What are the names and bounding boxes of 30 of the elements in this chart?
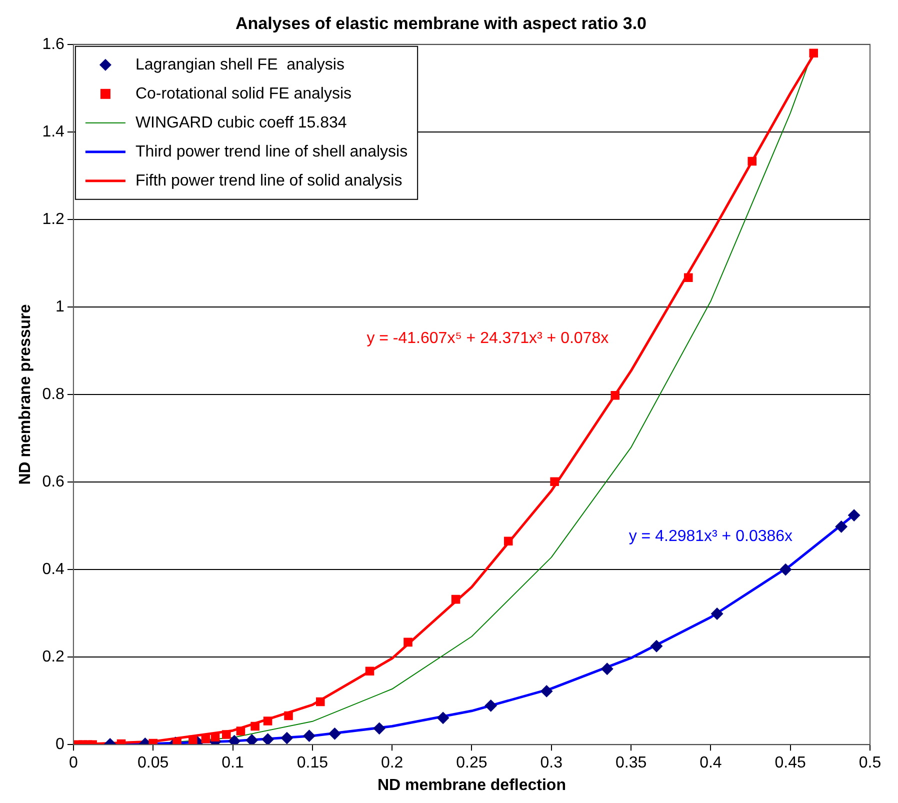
annotation: y = -41.607x⁵ + 24.371x³ + 0.078x [366, 330, 609, 347]
y-tick-label: 1.2 [42, 210, 65, 228]
x-tick-label: 0.35 [615, 754, 647, 772]
y-tick-label: 0 [56, 736, 65, 754]
legend-label: Co-rotational solid FE analysis [135, 85, 352, 102]
x-tick-label: 0.15 [296, 754, 328, 772]
x-tick-label: 0.05 [138, 754, 169, 772]
x-tick-label: 0.1 [222, 754, 244, 772]
y-tick-label: 0.6 [42, 473, 65, 490]
legend-label: Fifth power trend line of solid analysis [135, 172, 402, 190]
y-tick-label: 0.8 [42, 386, 65, 403]
x-tick-label: 0.5 [858, 754, 882, 772]
y-tick-label: 0.2 [42, 648, 65, 666]
x-tick-label: 0.2 [380, 754, 404, 772]
y-axis-title: ND membrane pressure [17, 304, 34, 485]
y-tick-label: 1.4 [42, 123, 65, 140]
x-tick-label: 0.45 [774, 754, 806, 772]
chart-title: Analyses of elastic membrane with aspect ratio 3.0 [236, 14, 646, 33]
legend-label: WINGARD cubic coeff 15.834 [135, 114, 347, 132]
y-tick-label: 0.4 [42, 560, 65, 578]
x-axis-title: ND membrane deflection [377, 776, 566, 794]
x-tick-label: 0.4 [700, 754, 722, 772]
y-tick-label: 1 [56, 298, 65, 316]
x-tick-label: 0.25 [456, 754, 488, 772]
legend-label: Third power trend line of shell analysis [135, 143, 408, 160]
annotation: y = 4.2981x³ + 0.0386x [628, 528, 793, 546]
x-tick-label: 0 [68, 754, 78, 772]
legend-label: Lagrangian shell FE analysis [135, 56, 344, 74]
y-tick-label: 1.6 [42, 36, 65, 53]
x-tick-label: 0.3 [540, 754, 563, 772]
